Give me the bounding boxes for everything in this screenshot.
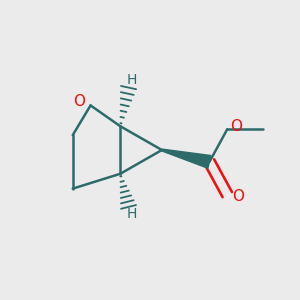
- Text: H: H: [127, 207, 137, 221]
- Text: O: O: [232, 190, 244, 205]
- Text: H: H: [127, 73, 137, 87]
- Text: O: O: [73, 94, 85, 110]
- Polygon shape: [162, 149, 211, 168]
- Text: O: O: [230, 119, 242, 134]
